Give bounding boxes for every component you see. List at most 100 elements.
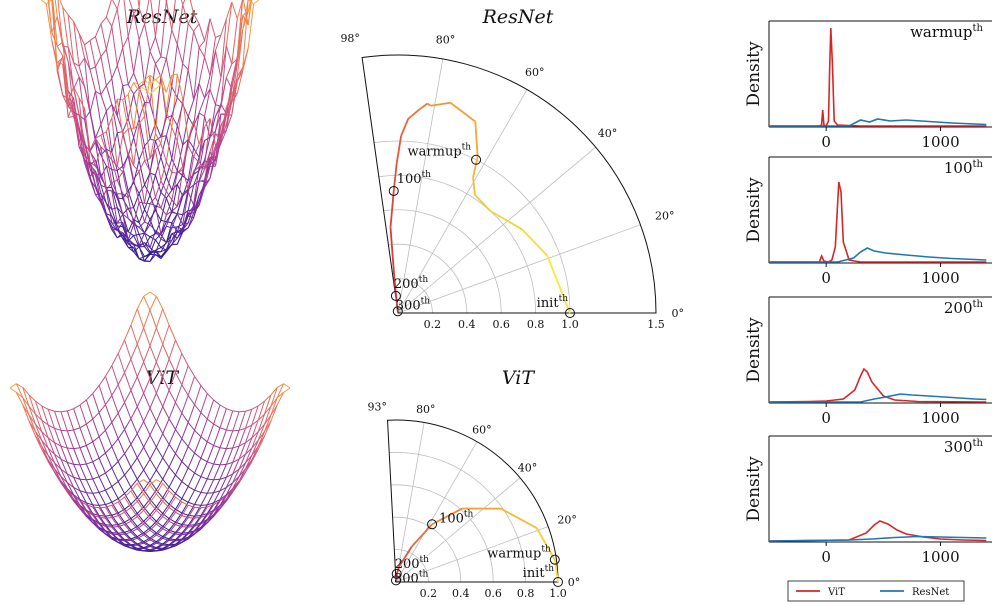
surface-grid-line bbox=[124, 493, 132, 505]
surface-grid-line bbox=[54, 410, 61, 413]
surface-grid-line bbox=[166, 244, 173, 250]
surface-grid-line bbox=[181, 395, 189, 414]
surface-grid-line bbox=[123, 0, 129, 37]
surface-grid-line bbox=[143, 493, 151, 504]
surface-grid-line bbox=[149, 549, 157, 552]
surface-grid-line bbox=[66, 462, 75, 478]
surface-grid-line bbox=[155, 327, 164, 345]
surface-grid-line bbox=[171, 199, 178, 207]
surface-grid-line bbox=[84, 57, 91, 70]
surface-grid-line bbox=[98, 505, 106, 517]
surface-grid-line bbox=[162, 500, 170, 508]
surface-grid-line bbox=[200, 457, 208, 463]
surface-grid-line bbox=[60, 481, 68, 493]
surface-grid-line bbox=[149, 517, 157, 525]
trajectory-segment bbox=[418, 102, 428, 111]
surface-grid-line bbox=[149, 209, 156, 220]
surface-grid-line bbox=[143, 327, 151, 346]
surface-grid-line bbox=[111, 446, 119, 462]
surface-grid-line bbox=[92, 478, 100, 493]
surface-grid-line bbox=[117, 511, 125, 517]
polar-trajectory-resnet: 0.2 0.4 0.6 0.8 1.0 1.5 0° 20° 40° 60° 80° 98° initt… bbox=[340, 32, 684, 331]
surface-grid-line bbox=[105, 531, 113, 539]
surface-grid-line bbox=[168, 324, 176, 341]
surface-grid-line bbox=[160, 161, 167, 182]
surface-grid-line bbox=[67, 461, 74, 465]
surface-grid-line bbox=[133, 123, 140, 130]
surface-grid-line bbox=[66, 482, 74, 488]
surface-grid-line bbox=[232, 430, 240, 449]
surface-grid-line bbox=[171, 125, 178, 159]
surface-grid-line bbox=[176, 144, 184, 171]
surface-grid-line bbox=[213, 500, 221, 512]
surface-grid-line bbox=[155, 344, 164, 363]
surface-grid-line bbox=[171, 86, 178, 98]
surface-grid-line bbox=[47, 409, 56, 429]
surface-grid-line bbox=[194, 505, 202, 517]
surface-grid-line bbox=[156, 528, 164, 536]
polar-theta-gridline bbox=[397, 58, 444, 314]
surface-grid-line bbox=[175, 498, 183, 510]
surface-grid-line bbox=[187, 525, 195, 535]
surface-grid-line bbox=[226, 429, 233, 432]
surface-grid-line bbox=[155, 56, 162, 64]
surface-grid-line bbox=[193, 31, 200, 48]
surface-grid-line bbox=[117, 221, 123, 224]
surface-grid-line bbox=[245, 408, 252, 412]
surface-grid-line bbox=[78, 33, 86, 59]
surface-grid-line bbox=[182, 213, 189, 230]
surface-grid-line bbox=[149, 392, 157, 409]
surface-grid-line bbox=[168, 520, 176, 526]
surface-grid-line bbox=[182, 227, 189, 233]
polar-r-tick-label: 1.0 bbox=[561, 318, 579, 331]
surface-grid-line bbox=[130, 308, 138, 326]
surface-grid-line bbox=[182, 169, 189, 190]
surface-grid-line bbox=[34, 413, 43, 432]
surface-grid-line bbox=[143, 502, 151, 511]
surface-grid-line bbox=[154, 192, 162, 211]
surface-grid-line bbox=[165, 74, 173, 93]
surface-grid-line bbox=[194, 476, 202, 491]
surface-grid-line bbox=[207, 478, 214, 481]
surface-grid-line bbox=[67, 447, 74, 450]
surface-grid-line bbox=[105, 422, 113, 431]
surface-grid-line bbox=[198, 126, 206, 145]
surface-grid-line bbox=[111, 117, 118, 167]
surface-grid-line bbox=[193, 157, 200, 175]
surface-grid-line bbox=[95, 166, 102, 174]
surface-grid-line bbox=[84, 86, 91, 113]
surface-grid-line bbox=[105, 489, 113, 503]
surface-grid-line bbox=[133, 219, 140, 235]
surface-grid-line bbox=[130, 497, 138, 505]
surface-grid-line bbox=[130, 531, 138, 539]
surface-grid-line bbox=[209, 37, 216, 76]
surface-grid-line bbox=[41, 419, 49, 426]
trajectory-marker bbox=[392, 306, 403, 317]
density-x-tick-label: 1000 bbox=[921, 269, 959, 287]
polar-theta-tick-label: 20° bbox=[655, 209, 675, 222]
surface-grid-line bbox=[111, 187, 118, 208]
surface-grid-line bbox=[133, 137, 140, 161]
surface-grid-line bbox=[136, 501, 145, 511]
surface-grid-line bbox=[168, 358, 176, 373]
surface-grid-line bbox=[207, 461, 214, 465]
surface-grid-line bbox=[200, 436, 208, 443]
surface-grid-line bbox=[225, 430, 234, 449]
surface-grid-line bbox=[105, 110, 113, 153]
surface-grid-line bbox=[118, 539, 125, 542]
surface-grid-line bbox=[187, 430, 196, 447]
surface-grid-line bbox=[92, 520, 100, 529]
surface-grid-line bbox=[194, 472, 202, 478]
surface-grid-line bbox=[117, 539, 125, 546]
surface-grid-line bbox=[127, 246, 134, 253]
surface-grid-line bbox=[149, 230, 156, 248]
surface-grid-line bbox=[73, 486, 81, 492]
surface-grid-line bbox=[73, 429, 81, 448]
surface-grid-line bbox=[78, 76, 86, 120]
trajectory-marker bbox=[553, 577, 563, 587]
surface-grid-line bbox=[213, 463, 221, 466]
surface-grid-line bbox=[194, 412, 202, 431]
surface-grid-line bbox=[73, 86, 80, 99]
surface-grid-line bbox=[175, 511, 183, 517]
surface-grid-line bbox=[232, 468, 240, 475]
